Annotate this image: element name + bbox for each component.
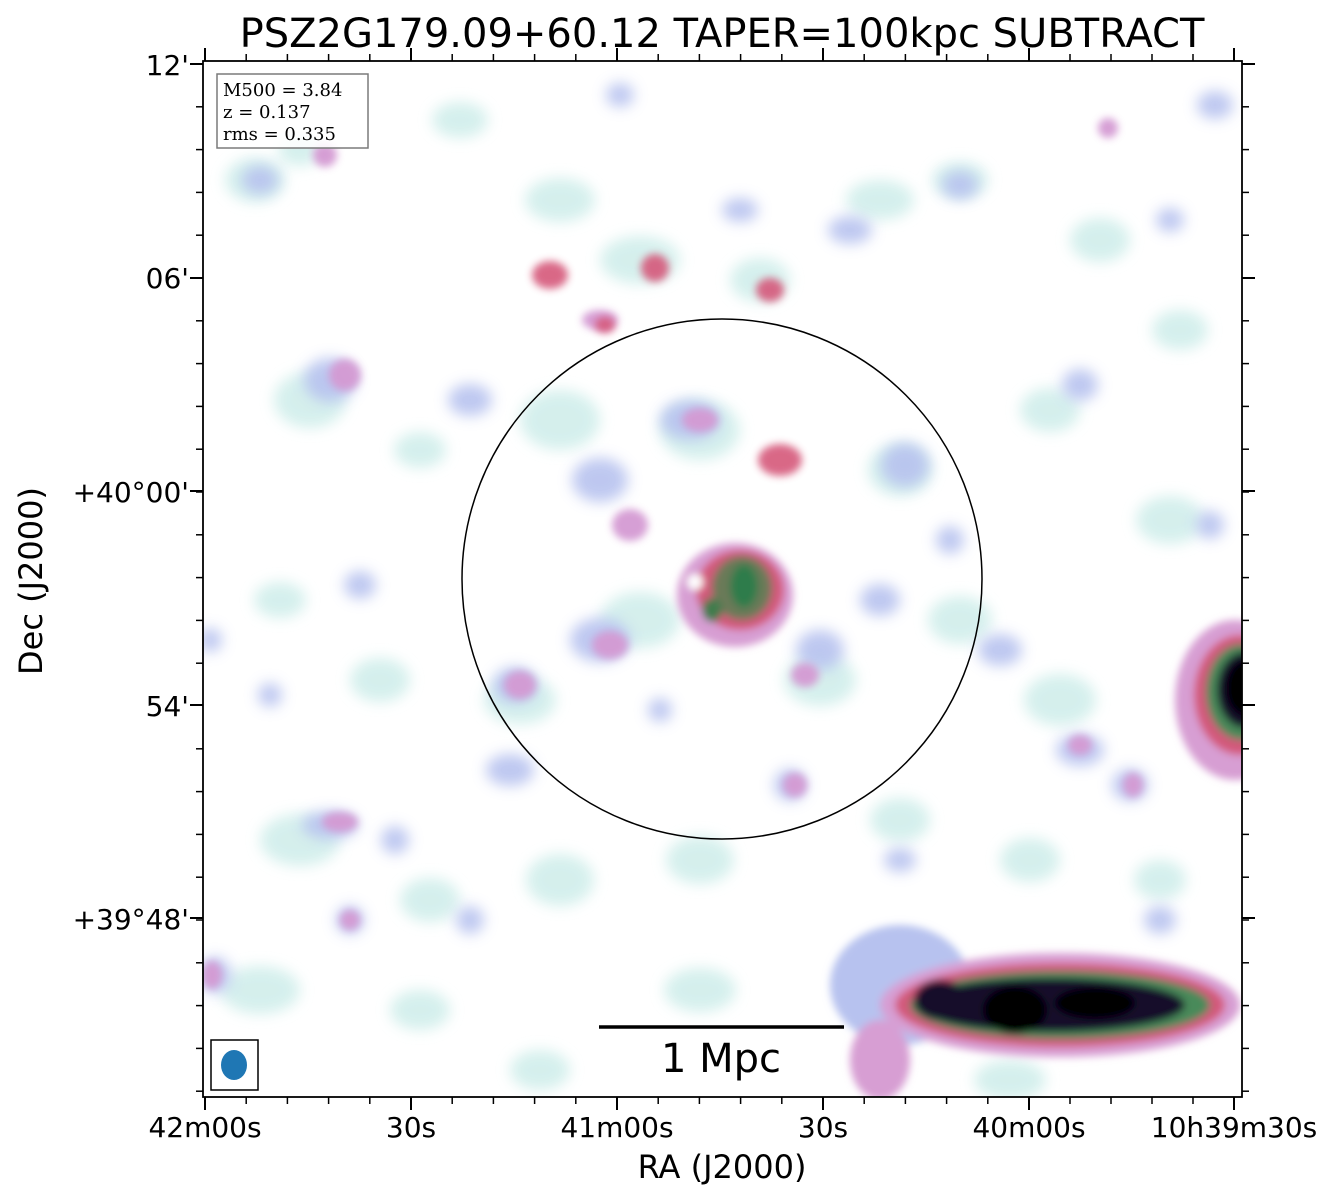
x-tick-label: 42m00s xyxy=(148,1111,261,1144)
figure-title: PSZ2G179.09+60.12 TAPER=100kpc SUBTRACT xyxy=(240,11,1205,57)
right-edge-source xyxy=(1175,620,1242,780)
x-tick-label: 30s xyxy=(798,1111,848,1144)
y-tick-labels: 12' 06' +40°00' 54' +39°48' xyxy=(73,49,189,936)
beam-box xyxy=(210,1039,259,1091)
bottom-right-source xyxy=(830,925,1240,1097)
beam-ellipse xyxy=(221,1050,247,1080)
x-tick-label: 10h39m30s xyxy=(1151,1111,1318,1144)
y-tick-label: 06' xyxy=(146,262,189,295)
central-source xyxy=(677,543,793,647)
y-axis-label: Dec (J2000) xyxy=(12,487,50,675)
noise-lavender-layer xyxy=(203,83,1233,993)
y-tick-label: +39°48' xyxy=(73,903,189,936)
info-rms: rms = 0.335 xyxy=(223,124,336,145)
r500-circle xyxy=(461,318,983,840)
info-box: M500 = 3.84 z = 0.137 rms = 0.335 xyxy=(216,73,369,149)
x-tick-label: 30s xyxy=(386,1111,436,1144)
axis-ticks xyxy=(190,48,1255,1110)
scale-bar: 1 Mpc xyxy=(599,1025,844,1082)
x-axis-label: RA (J2000) xyxy=(638,1148,807,1186)
plot-frame xyxy=(202,60,1243,1098)
y-tick-label: 12' xyxy=(146,49,189,82)
radio-image xyxy=(203,61,1242,1097)
x-tick-label: 40m00s xyxy=(972,1111,1085,1144)
noise-pink-layer xyxy=(203,118,1143,989)
info-redshift: z = 0.137 xyxy=(223,102,311,123)
info-m500: M500 = 3.84 xyxy=(223,80,342,101)
x-tick-label: 41m00s xyxy=(560,1111,673,1144)
y-tick-label: +40°00' xyxy=(73,476,189,509)
scale-bar-label: 1 Mpc xyxy=(661,1036,781,1082)
y-tick-label: 54' xyxy=(146,690,189,723)
noise-red-layer xyxy=(532,254,802,476)
x-tick-labels: 42m00s 30s 41m00s 30s 40m00s 10h39m30s xyxy=(148,1111,1317,1144)
